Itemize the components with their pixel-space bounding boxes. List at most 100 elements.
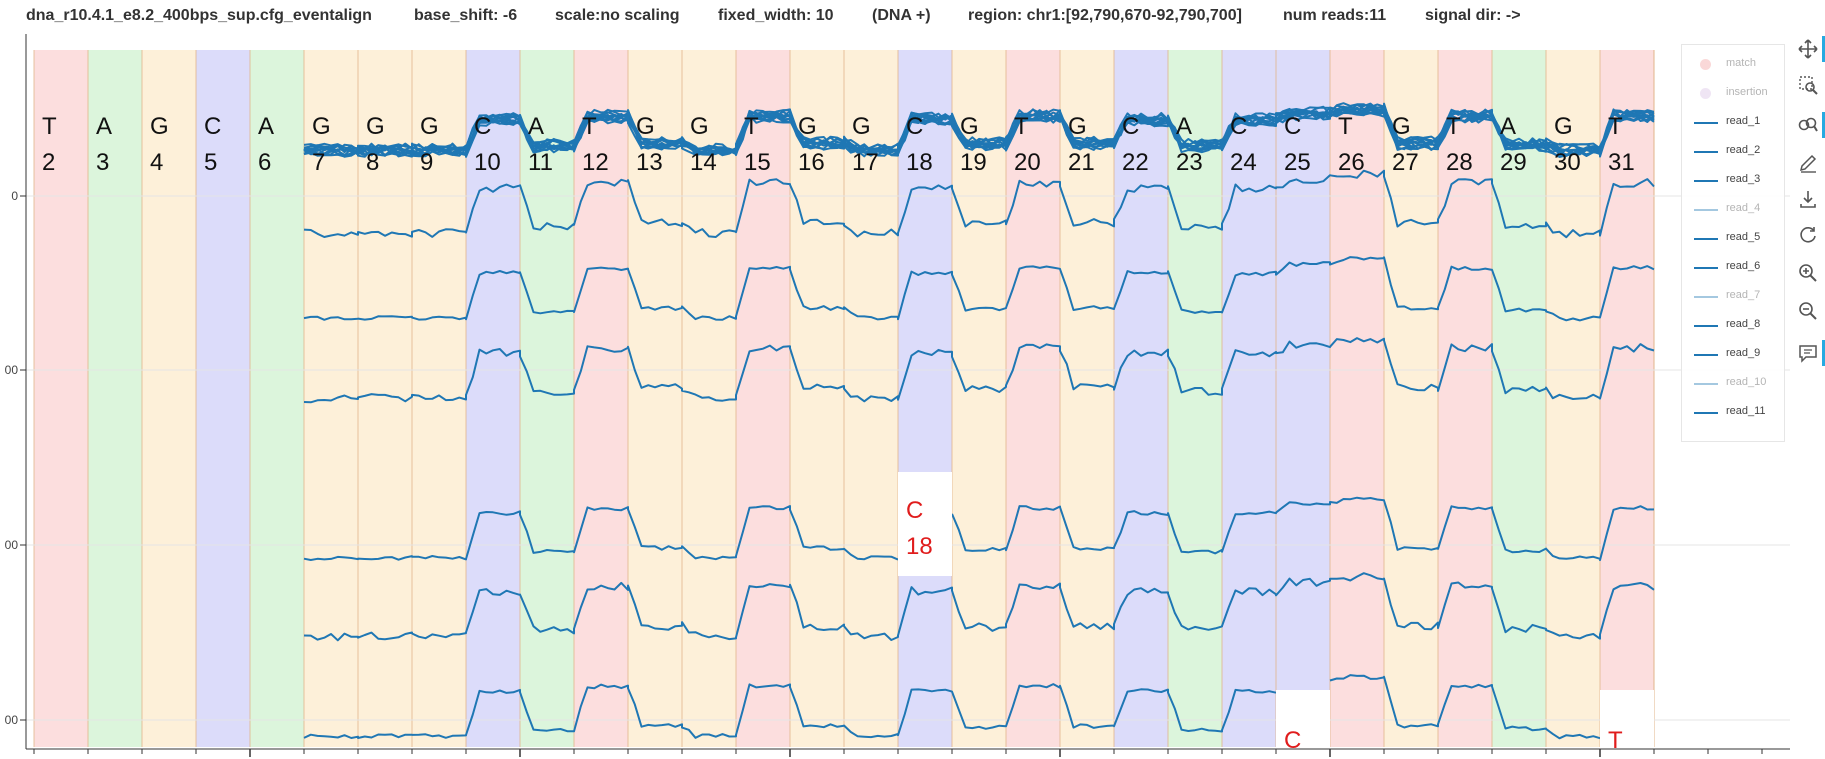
base-band-18	[898, 50, 952, 747]
base-letter-9: G	[420, 113, 439, 140]
base-position-22: 22	[1122, 149, 1149, 176]
reset-tool[interactable]	[1793, 220, 1823, 250]
deletion-box	[898, 472, 952, 576]
base-band-2	[34, 50, 88, 747]
base-position-19: 19	[960, 149, 987, 176]
legend-item-insertion[interactable]: insertion	[1682, 84, 1784, 104]
base-band-21	[1060, 50, 1114, 747]
legend-label: read_3	[1726, 173, 1761, 185]
base-position-6: 6	[258, 149, 271, 176]
base-letter-24: C	[1230, 113, 1247, 140]
base-letter-4: G	[150, 113, 169, 140]
read-trace-row-4[interactable]	[303, 505, 899, 561]
legend-line-icon	[1694, 238, 1718, 240]
zoom-out-icon	[1799, 302, 1817, 320]
base-shift-label: base_shift: -6	[414, 7, 518, 24]
num-reads-label: num reads:11	[1283, 7, 1387, 24]
read-trace-row-6[interactable]	[303, 683, 1277, 739]
y-tick-label: 00	[5, 713, 19, 727]
legend-line-icon	[1694, 209, 1718, 211]
base-letter-22: C	[1122, 113, 1139, 140]
legend-item-read_10[interactable]: read_10	[1682, 374, 1784, 394]
base-band-22	[1114, 50, 1168, 747]
base-band-27	[1384, 50, 1438, 747]
base-letter-6: A	[258, 113, 274, 140]
box-zoom-tool[interactable]	[1793, 70, 1823, 100]
read-trace-row-5[interactable]	[303, 572, 1655, 642]
base-band-26	[1330, 50, 1384, 747]
legend-item-read_2[interactable]: read_2	[1682, 142, 1784, 162]
reset-icon	[1800, 227, 1816, 243]
read-trace-row-1[interactable]	[303, 169, 1655, 239]
base-position-12: 12	[582, 149, 609, 176]
base-band-11	[520, 50, 574, 747]
legend-item-read_8[interactable]: read_8	[1682, 316, 1784, 336]
base-band-31	[1600, 50, 1654, 747]
freehand-draw-tool[interactable]	[1793, 148, 1823, 178]
base-band-12	[574, 50, 628, 747]
base-letter-16: G	[798, 113, 817, 140]
base-position-5: 5	[204, 149, 217, 176]
legend-label: read_6	[1726, 260, 1761, 272]
legend-item-read_11[interactable]: read_11	[1682, 403, 1784, 423]
read-trace-row-3[interactable]	[303, 337, 1655, 404]
base-position-7: 7	[312, 149, 325, 176]
region-label: region: chr1:[92,790,670-92,790,700]	[968, 7, 1242, 24]
base-position-24: 24	[1230, 149, 1257, 176]
base-position-27: 27	[1392, 149, 1419, 176]
base-letter-13: G	[636, 113, 655, 140]
zoom-in-tool[interactable]	[1793, 258, 1823, 288]
wheel-zoom-tool[interactable]	[1793, 110, 1825, 140]
legend-item-read_3[interactable]: read_3	[1682, 171, 1784, 191]
read-trace-row-6[interactable]	[1329, 674, 1601, 740]
base-letter-26: T	[1338, 113, 1353, 140]
legend-label: read_4	[1726, 202, 1761, 214]
base-band-15	[736, 50, 790, 747]
signal-plot[interactable]: T 2 A 3 G 4 C 5 A 6 G 7 G 8 G 9 C 10 A 11 T 12 G 13 G 14 T 15 G 16 G 17…	[0, 34, 1790, 759]
legend-item-read_5[interactable]: read_5	[1682, 229, 1784, 249]
scale-label: scale:no scaling	[555, 7, 680, 24]
read-trace-row-4[interactable]	[951, 496, 1655, 562]
deletion-base: C	[906, 497, 923, 524]
legend-label: read_11	[1726, 405, 1766, 417]
config-label: dna_r10.4.1_e8.2_400bps_sup.cfg_eventali…	[26, 7, 372, 24]
legend-item-read_1[interactable]: read_1	[1682, 113, 1784, 133]
read-trace-row-2[interactable]	[303, 256, 1655, 322]
base-position-9: 9	[420, 149, 433, 176]
legend-label: read_7	[1726, 289, 1761, 301]
fixed-width-label: fixed_width: 10	[718, 7, 834, 24]
base-band-8	[358, 50, 412, 747]
base-letter-10: C	[474, 113, 491, 140]
legend-line-icon	[1694, 267, 1718, 269]
legend-item-match[interactable]: match	[1682, 55, 1784, 75]
legend-line-icon	[1694, 354, 1718, 356]
save-tool[interactable]	[1793, 184, 1823, 214]
save-icon	[1800, 191, 1816, 208]
base-position-16: 16	[798, 149, 825, 176]
legend-line-icon	[1694, 412, 1718, 414]
legend-item-read_6[interactable]: read_6	[1682, 258, 1784, 278]
hover-icon	[1799, 345, 1817, 363]
base-position-14: 14	[690, 149, 717, 176]
overlay-read-trace[interactable]	[303, 108, 1655, 158]
base-position-23: 23	[1176, 149, 1203, 176]
base-band-20	[1006, 50, 1060, 747]
base-band-7	[304, 50, 358, 747]
legend-line-icon	[1694, 383, 1718, 385]
base-band-5	[196, 50, 250, 747]
base-letter-8: G	[366, 113, 385, 140]
zoom-out-tool[interactable]	[1793, 296, 1823, 326]
base-letter-31: T	[1608, 113, 1623, 140]
base-position-31: 31	[1608, 149, 1635, 176]
pan-tool[interactable]	[1793, 34, 1825, 64]
hover-tool[interactable]	[1793, 338, 1825, 368]
legend-label: read_2	[1726, 144, 1761, 156]
overlay-read-trace[interactable]	[303, 104, 1655, 155]
pan-icon	[1798, 39, 1818, 59]
legend-item-read_7[interactable]: read_7	[1682, 287, 1784, 307]
base-band-25	[1276, 50, 1330, 747]
base-letter-28: T	[1446, 113, 1461, 140]
legend-item-read_9[interactable]: read_9	[1682, 345, 1784, 365]
legend-item-read_4[interactable]: read_4	[1682, 200, 1784, 220]
